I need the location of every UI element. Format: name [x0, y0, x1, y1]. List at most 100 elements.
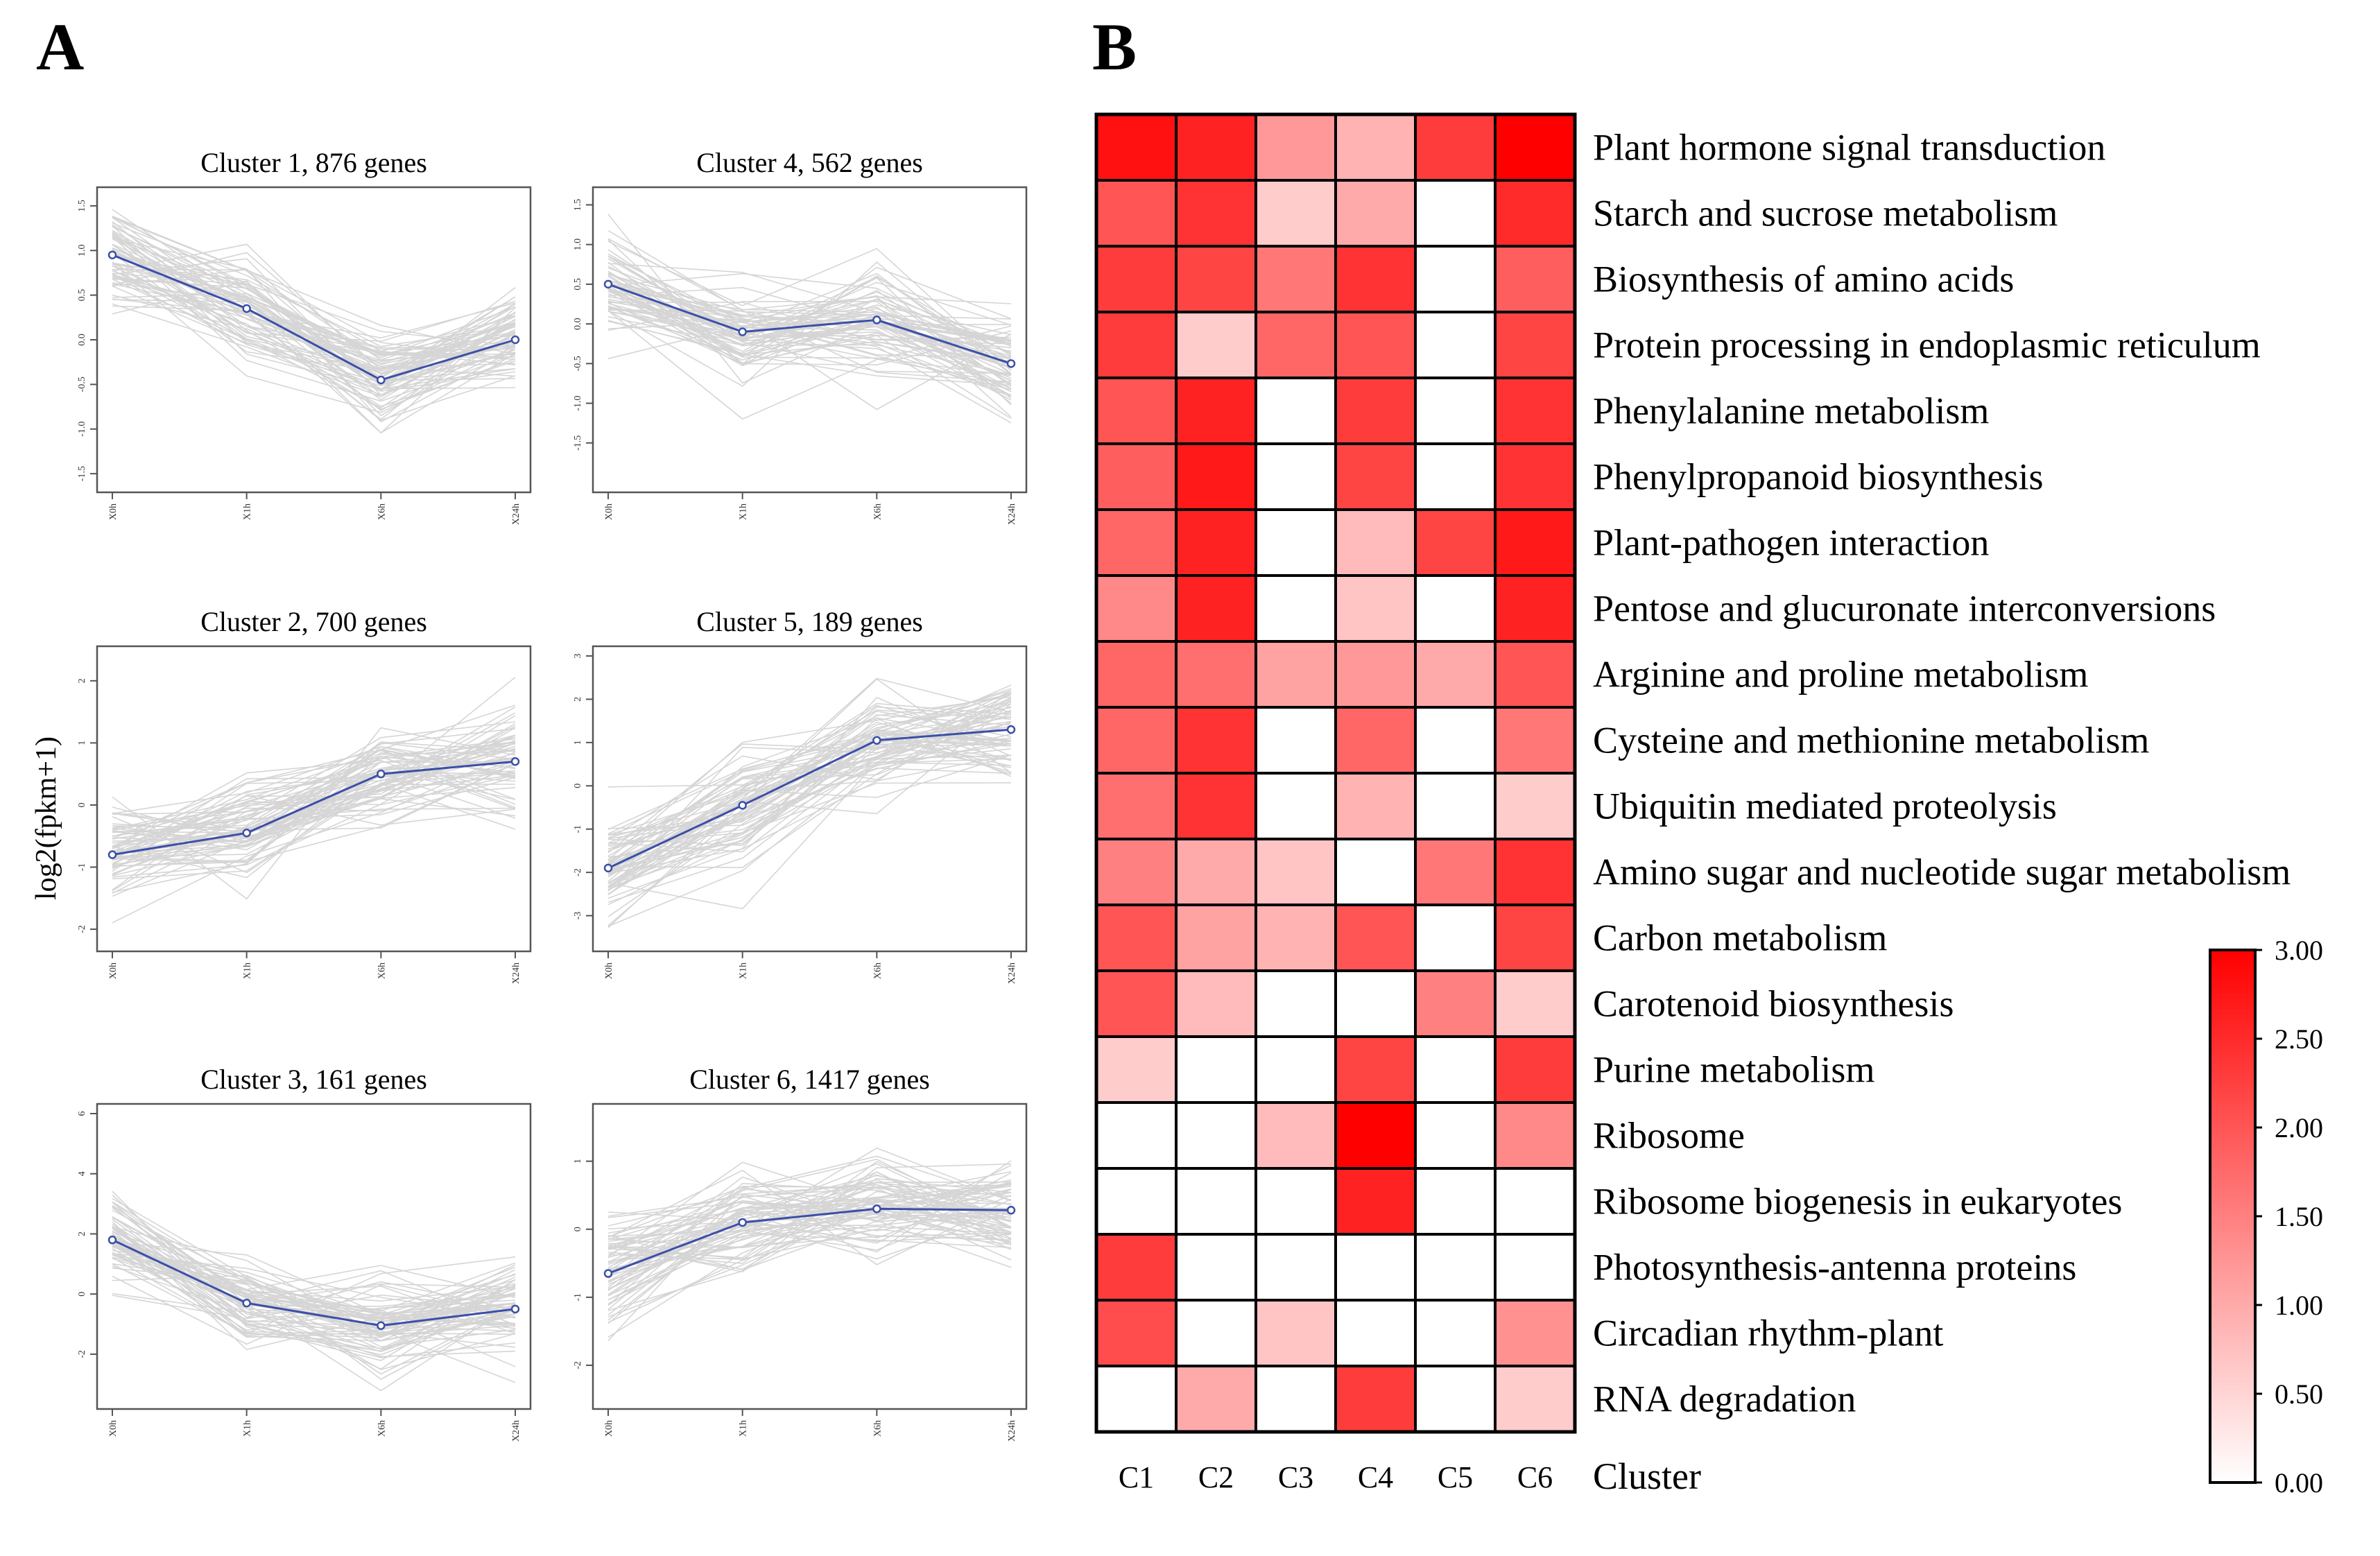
colorbar-tick-label: 1.00	[2275, 1290, 2323, 1321]
y-tick-label: -2	[573, 868, 583, 876]
heatmap-cell	[1334, 1101, 1417, 1170]
x-tick-label: X6h	[872, 962, 883, 979]
gene-profile-line	[112, 727, 516, 833]
x-tick-label: X0h	[604, 503, 614, 520]
gene-profile-line	[112, 217, 516, 356]
cluster-plot-5: Cluster 3, 161 genes -2 0 2 4 6 X0h X1h X6h X24h	[77, 1064, 532, 1442]
y-tick-label: -3	[573, 912, 583, 920]
mean-line	[112, 760, 516, 856]
cluster-plot-1: Cluster 1, 876 genes -1.5 -1.0 -0.5 0.0 0.5 1.…	[77, 147, 532, 525]
colorbar-gradient	[2209, 949, 2257, 1484]
heatmap-column-label: C3	[1278, 1460, 1313, 1494]
cluster-plot-2: Cluster 4, 562 genes -1.5 -1.0 -0.5 0.0 0.5 1.…	[573, 147, 1028, 525]
heatmap-cell	[1494, 179, 1576, 248]
heatmap-cell	[1494, 706, 1576, 775]
heatmap-cell	[1175, 1101, 1257, 1170]
colorbar-tick-label: 0.00	[2275, 1467, 2323, 1498]
gene-profile-line	[112, 761, 516, 842]
heatmap-cell	[1494, 508, 1576, 577]
gene-profile-line	[607, 274, 1012, 357]
y-tick-label: -1	[77, 863, 87, 872]
y-tick-label: -2	[77, 925, 87, 933]
heatmap-cell	[1334, 245, 1417, 313]
heatmap-cell	[1175, 508, 1257, 577]
heatmap-cell	[1254, 1365, 1337, 1433]
mean-point	[872, 1204, 881, 1213]
heatmap-cell	[1095, 245, 1178, 313]
gene-profile-line	[607, 1175, 1012, 1316]
x-tick-label: X24h	[511, 962, 521, 984]
heatmap-cell	[1334, 640, 1417, 709]
gene-profile-line	[607, 720, 1012, 858]
gene-profile-line	[607, 717, 1012, 883]
gene-profile-line	[607, 690, 1012, 846]
gene-profile-line	[112, 721, 516, 876]
gene-profile-line	[607, 729, 1012, 887]
heatmap-cell	[1334, 1035, 1417, 1104]
gene-profile-line	[607, 1164, 1012, 1249]
gene-profile-line	[607, 302, 1012, 390]
heatmap: Plant hormone signal transduction Starch …	[1094, 112, 2291, 1497]
colorbar-tick-label: 3.00	[2275, 935, 2323, 966]
gene-profile-line	[607, 1182, 1012, 1268]
heatmap-row-label: Ribosome	[1593, 1115, 1745, 1157]
heatmap-cell	[1414, 640, 1497, 709]
gene-profile-line	[607, 738, 1012, 871]
heatmap-cell	[1175, 311, 1257, 379]
heatmap-row-label: Cysteine and methionine metabolism	[1593, 720, 2149, 761]
gene-profile-line	[607, 1147, 1012, 1263]
y-tick-label: 1.5	[573, 199, 583, 211]
gene-profile-line	[607, 275, 1012, 377]
heatmap-row-label: Purine metabolism	[1593, 1049, 1874, 1091]
heatmap-cell	[1254, 772, 1337, 840]
gene-profile-line	[607, 1155, 1012, 1272]
gene-profile-line	[607, 295, 1012, 354]
y-tick-label: 0	[573, 784, 583, 788]
heatmap-row-label: Pentose and glucuronate interconversions	[1593, 588, 2216, 630]
y-tick-label: 4	[77, 1171, 87, 1176]
gene-profile-line	[607, 284, 1012, 377]
cluster-title: Cluster 1, 876 genes	[200, 147, 427, 178]
gene-profile-line	[112, 1250, 516, 1316]
heatmap-cell	[1254, 377, 1337, 445]
gene-profile-line	[607, 1194, 1012, 1271]
gene-profile-line	[112, 235, 516, 369]
gene-profile-line	[607, 300, 1012, 401]
cluster-title: Cluster 5, 189 genes	[696, 606, 923, 637]
heatmap-row-label: Starch and sucrose metabolism	[1593, 193, 2058, 234]
heatmap-cell	[1414, 772, 1497, 840]
y-tick-label: 1	[77, 741, 87, 745]
gene-profile-line	[112, 252, 516, 421]
heatmap-cell	[1494, 969, 1576, 1038]
heatmap-row-label: Plant-pathogen interaction	[1593, 522, 1989, 564]
heatmap-cell	[1095, 772, 1178, 840]
gene-profile-line	[607, 1210, 1012, 1321]
gene-profile-line	[607, 249, 1012, 352]
y-tick-label: -1.0	[77, 422, 87, 437]
gene-profile-line	[607, 1186, 1012, 1256]
gene-profile-line	[607, 273, 1012, 355]
heatmap-cell	[1494, 772, 1576, 840]
y-tick-label: 1.0	[77, 245, 87, 257]
gene-profile-line	[112, 752, 516, 861]
heatmap-cell	[1334, 179, 1417, 248]
x-tick-label: X1h	[739, 1420, 749, 1437]
gene-profile-line	[607, 282, 1012, 366]
heatmap-cell	[1494, 1035, 1576, 1104]
y-tick-label: 0.0	[77, 334, 87, 346]
gene-profile-line	[112, 772, 516, 880]
mean-point	[1006, 725, 1016, 734]
heatmap-cell	[1494, 640, 1576, 709]
gene-profile-line	[112, 712, 516, 843]
gene-profile-line	[112, 215, 516, 361]
gene-profile-line	[112, 749, 516, 854]
mean-point	[377, 769, 386, 779]
heatmap-cell	[1334, 1167, 1417, 1236]
heatmap-cell	[1254, 311, 1337, 379]
x-tick-label: X0h	[108, 962, 119, 979]
gene-profile-line	[607, 241, 1012, 372]
x-tick-label: X6h	[872, 1420, 883, 1437]
heatmap-cell	[1254, 640, 1337, 709]
heatmap-cell	[1414, 1365, 1497, 1433]
gene-profile-line	[607, 754, 1012, 892]
